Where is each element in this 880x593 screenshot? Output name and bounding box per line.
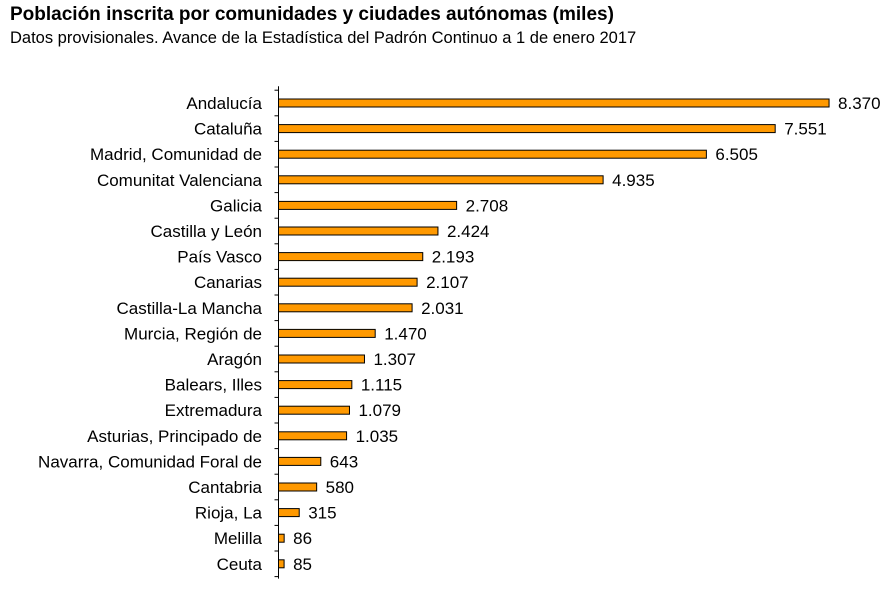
bar xyxy=(278,431,348,441)
data-label: 2.708 xyxy=(466,196,509,215)
bar xyxy=(278,226,439,236)
data-label: 1.115 xyxy=(361,376,402,395)
data-label: 1.470 xyxy=(384,324,427,343)
data-label: 2.031 xyxy=(421,299,464,318)
category-label: Andalucía xyxy=(186,94,262,113)
bar xyxy=(278,456,322,466)
category-label: Balears, Illes xyxy=(165,376,262,395)
data-label: 6.505 xyxy=(715,145,758,164)
bar xyxy=(278,405,350,415)
bar xyxy=(278,303,413,313)
chart-subtitle: Datos provisionales. Avance de la Estadí… xyxy=(10,29,637,47)
bar xyxy=(278,354,365,364)
category-label: Castilla y León xyxy=(150,222,262,241)
category-label: País Vasco xyxy=(177,248,262,267)
category-label: Asturias, Principado de xyxy=(87,427,262,446)
bar xyxy=(278,482,318,492)
category-label: Navarra, Comunidad Foral de xyxy=(38,452,262,471)
data-label: 1.079 xyxy=(358,401,401,420)
bar xyxy=(278,380,353,390)
bar xyxy=(278,508,300,518)
data-label: 2.193 xyxy=(432,248,475,267)
data-label: 1.307 xyxy=(373,350,416,369)
bar xyxy=(278,98,830,108)
category-label: Comunitat Valenciana xyxy=(97,171,263,190)
data-label: 2.424 xyxy=(447,222,490,241)
data-label: 8.370 xyxy=(838,94,880,113)
category-label: Murcia, Región de xyxy=(124,324,262,343)
category-label: Ceuta xyxy=(217,555,263,574)
data-label: 85 xyxy=(293,555,312,574)
data-label: 1.035 xyxy=(356,427,399,446)
bar xyxy=(278,200,458,210)
data-label: 2.107 xyxy=(426,273,469,292)
bar xyxy=(278,533,285,543)
bar xyxy=(278,124,776,134)
bar xyxy=(278,149,707,159)
category-label: Cataluña xyxy=(194,120,263,139)
category-label: Rioja, La xyxy=(195,504,263,523)
category-label: Cantabria xyxy=(188,478,262,497)
category-label: Melilla xyxy=(214,529,263,548)
category-label: Madrid, Comunidad de xyxy=(90,145,262,164)
bar xyxy=(278,277,418,287)
category-label: Galicia xyxy=(210,196,263,215)
bar xyxy=(278,252,424,262)
bar xyxy=(278,559,285,569)
bar xyxy=(278,175,604,185)
category-label: Canarias xyxy=(194,273,262,292)
data-label: 580 xyxy=(326,478,354,497)
data-label: 4.935 xyxy=(612,171,655,190)
bar xyxy=(278,328,376,338)
data-label: 643 xyxy=(330,452,358,471)
chart-title: Población inscrita por comunidades y ciu… xyxy=(10,4,614,25)
category-label: Castilla-La Mancha xyxy=(116,299,262,318)
data-label: 86 xyxy=(293,529,312,548)
category-label: Aragón xyxy=(207,350,262,369)
category-label: Extremadura xyxy=(165,401,263,420)
data-label: 315 xyxy=(308,504,336,523)
data-label: 7.551 xyxy=(784,120,827,139)
